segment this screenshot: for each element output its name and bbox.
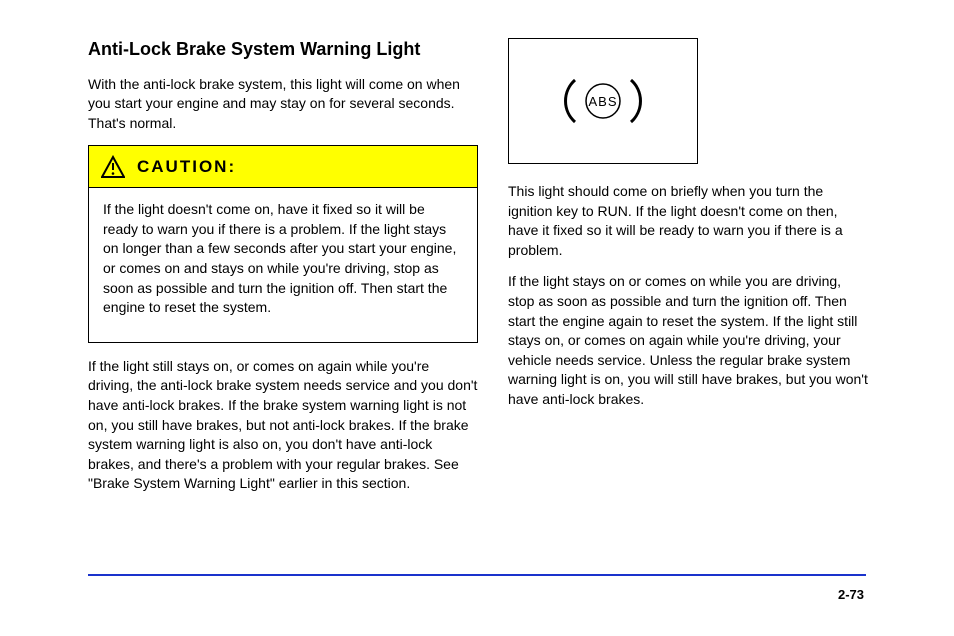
section-heading: Anti-Lock Brake System Warning Light [88, 38, 478, 61]
svg-text:ABS: ABS [588, 94, 617, 109]
caution-body: If the light doesn't come on, have it fi… [89, 188, 477, 342]
caution-triangle-icon [101, 155, 125, 179]
page-number: 2-73 [838, 587, 864, 602]
left-column: Anti-Lock Brake System Warning Light Wit… [88, 38, 478, 506]
right-paragraph-2: If the light stays on or comes on while … [508, 272, 868, 409]
caution-header: CAUTION: [89, 146, 477, 188]
caution-box: CAUTION: If the light doesn't come on, h… [88, 145, 478, 343]
after-caution-paragraph: If the light still stays on, or comes on… [88, 357, 478, 494]
intro-paragraph: With the anti-lock brake system, this li… [88, 75, 478, 134]
right-paragraph-1: This light should come on briefly when y… [508, 182, 868, 260]
caution-label: CAUTION: [137, 157, 236, 177]
right-column: ABS This light should come on briefly wh… [508, 38, 868, 422]
footer-rule [88, 574, 866, 576]
abs-indicator-figure: ABS [508, 38, 698, 164]
abs-icon: ABS [560, 76, 646, 126]
